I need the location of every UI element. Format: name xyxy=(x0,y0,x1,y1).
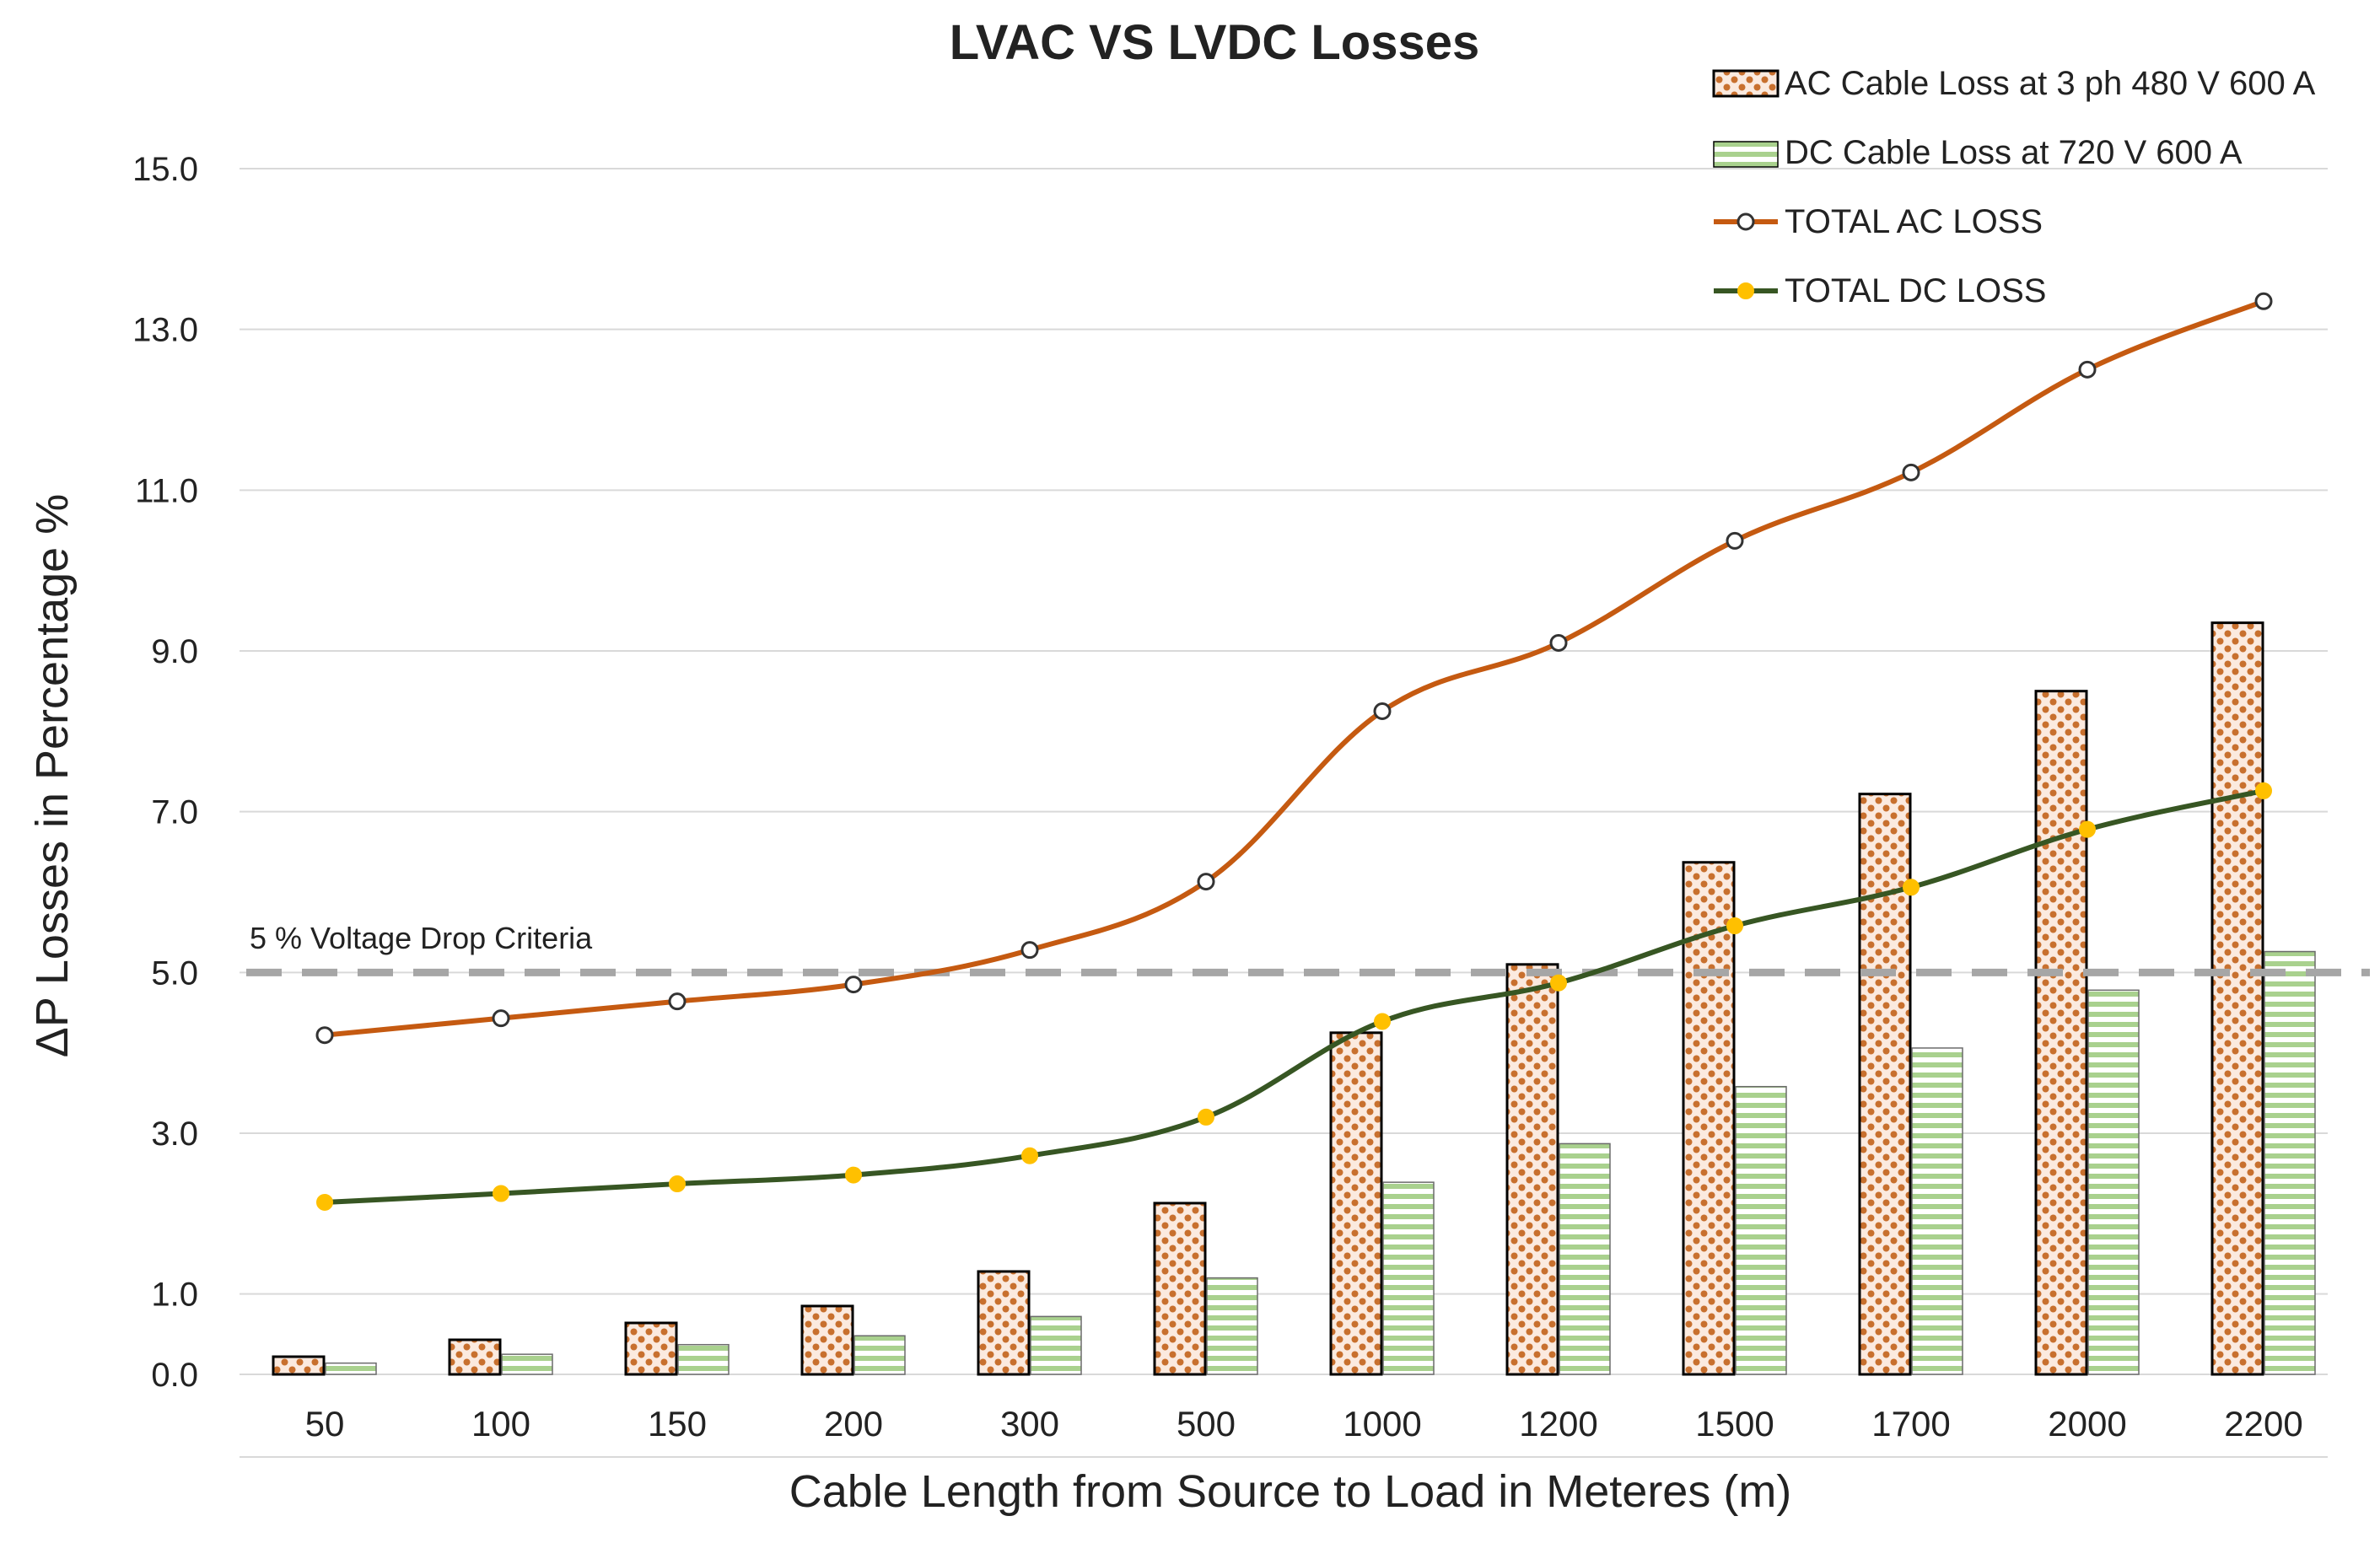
bar-ac-cable-loss xyxy=(1858,793,1912,1376)
y-tick-label: 0.0 xyxy=(151,1357,198,1394)
point-total-dc-loss xyxy=(1726,917,1743,935)
x-tick-label: 500 xyxy=(1177,1404,1236,1444)
legend-swatch-ac-cable-loss xyxy=(1712,69,1780,98)
line-total-dc-loss xyxy=(324,788,2264,1205)
legend-marker-total-dc xyxy=(1737,282,1754,299)
point-total-ac-loss xyxy=(1902,463,1920,481)
point-total-dc-loss xyxy=(1198,1108,1214,1126)
bar-ac-cable-loss xyxy=(272,1355,326,1376)
x-tick-label: 200 xyxy=(824,1404,883,1444)
legend-label-total-dc: TOTAL DC LOSS xyxy=(1785,272,2046,309)
y-tick-label: 5.0 xyxy=(151,954,198,992)
bar-ac-cable-loss xyxy=(2034,690,2088,1376)
point-total-dc-loss xyxy=(316,1193,333,1211)
gridlines xyxy=(240,168,2328,1458)
point-total-ac-loss xyxy=(1197,873,1215,891)
x-axis-ticks: 50 100 150 200 300 500 1000 1200 1500 1700 2000 220… xyxy=(305,1404,2303,1444)
y-tick-label: 15.0 xyxy=(132,151,198,188)
bar-ac-cable-loss xyxy=(800,1304,854,1376)
point-total-ac-loss xyxy=(2078,360,2097,379)
legend-swatch-dc-cable-loss xyxy=(1713,141,1779,168)
bar-dc-cable-loss xyxy=(677,1343,730,1375)
y-tick-label: 1.0 xyxy=(151,1277,198,1314)
y-axis-ticks: 0.0 1.0 3.0 5.0 7.0 9.0 11.0 13.0 15.0 xyxy=(132,151,198,1394)
y-tick-label: 9.0 xyxy=(151,633,198,670)
point-total-ac-loss xyxy=(844,976,863,994)
legend-marker-total-ac xyxy=(1737,212,1755,231)
point-total-dc-loss xyxy=(493,1185,509,1202)
bar-ac-cable-loss xyxy=(448,1338,502,1376)
x-axis-label: Cable Length from Source to Load in Mete… xyxy=(789,1466,1792,1517)
point-total-dc-loss xyxy=(1021,1147,1038,1164)
bar-dc-cable-loss xyxy=(1559,1142,1611,1375)
point-total-dc-loss xyxy=(2255,782,2272,799)
point-total-dc-loss xyxy=(1903,879,1920,896)
x-tick-label: 1500 xyxy=(1695,1404,1774,1444)
chart-title: LVAC VS LVDC Losses xyxy=(950,15,1479,70)
y-tick-label: 11.0 xyxy=(135,472,198,509)
bar-ac-cable-loss xyxy=(624,1321,678,1376)
bar-dc-cable-loss xyxy=(2264,950,2316,1375)
y-axis-label: ΔP Losses in Percentage % xyxy=(27,494,78,1057)
point-total-dc-loss xyxy=(845,1166,862,1184)
bar-ac-cable-loss xyxy=(2210,621,2264,1376)
point-total-ac-loss xyxy=(1726,531,1744,550)
x-tick-label: 2200 xyxy=(2224,1404,2302,1444)
series-lines xyxy=(315,292,2273,1211)
y-tick-label: 3.0 xyxy=(151,1116,198,1153)
bar-ac-cable-loss xyxy=(977,1270,1031,1376)
bars xyxy=(272,621,2316,1376)
bar-dc-cable-loss xyxy=(1206,1277,1258,1375)
y-tick-label: 13.0 xyxy=(132,312,198,349)
x-tick-label: 150 xyxy=(648,1404,707,1444)
point-total-dc-loss xyxy=(1550,974,1567,992)
point-total-ac-loss xyxy=(2254,292,2273,310)
legend-label-dc-cable-loss: DC Cable Loss at 720 V 600 A xyxy=(1785,134,2243,171)
legend-label-total-ac: TOTAL AC LOSS xyxy=(1785,203,2043,240)
point-total-dc-loss xyxy=(2079,820,2096,838)
bar-dc-cable-loss xyxy=(2087,989,2140,1375)
legend-label-ac-cable-loss: AC Cable Loss at 3 ph 480 V 600 A xyxy=(1785,65,2316,102)
x-tick-label: 300 xyxy=(1000,1404,1059,1444)
point-total-dc-loss xyxy=(1374,1013,1391,1030)
legend: AC Cable Loss at 3 ph 480 V 600 A DC Cab… xyxy=(1712,65,2316,309)
bar-dc-cable-loss xyxy=(325,1362,377,1375)
bar-ac-cable-loss xyxy=(1153,1202,1207,1376)
point-total-ac-loss xyxy=(492,1009,510,1028)
x-tick-label: 100 xyxy=(471,1404,530,1444)
bar-ac-cable-loss xyxy=(1329,1031,1383,1376)
x-tick-label: 2000 xyxy=(2048,1404,2126,1444)
bar-ac-cable-loss xyxy=(1682,861,1736,1376)
point-total-ac-loss xyxy=(1373,702,1392,720)
bar-dc-cable-loss xyxy=(1911,1047,1963,1375)
line-total-ac-loss xyxy=(324,298,2265,1038)
bar-dc-cable-loss xyxy=(1030,1315,1082,1375)
y-tick-label: 7.0 xyxy=(151,794,198,831)
x-tick-label: 1000 xyxy=(1343,1404,1421,1444)
bar-dc-cable-loss xyxy=(853,1335,906,1375)
point-total-ac-loss xyxy=(668,992,687,1011)
point-total-ac-loss xyxy=(1020,941,1039,960)
point-total-ac-loss xyxy=(1549,633,1568,652)
x-tick-label: 1200 xyxy=(1519,1404,1597,1444)
point-total-ac-loss xyxy=(315,1026,334,1045)
bar-dc-cable-loss xyxy=(1735,1085,1787,1375)
x-tick-label: 50 xyxy=(305,1404,345,1444)
bar-ac-cable-loss xyxy=(1505,963,1559,1376)
x-tick-label: 1700 xyxy=(1871,1404,1950,1444)
point-total-dc-loss xyxy=(669,1175,686,1193)
bar-dc-cable-loss xyxy=(501,1353,553,1375)
reference-line-label: 5 % Voltage Drop Criteria xyxy=(250,921,593,955)
bar-dc-cable-loss xyxy=(1382,1181,1435,1375)
